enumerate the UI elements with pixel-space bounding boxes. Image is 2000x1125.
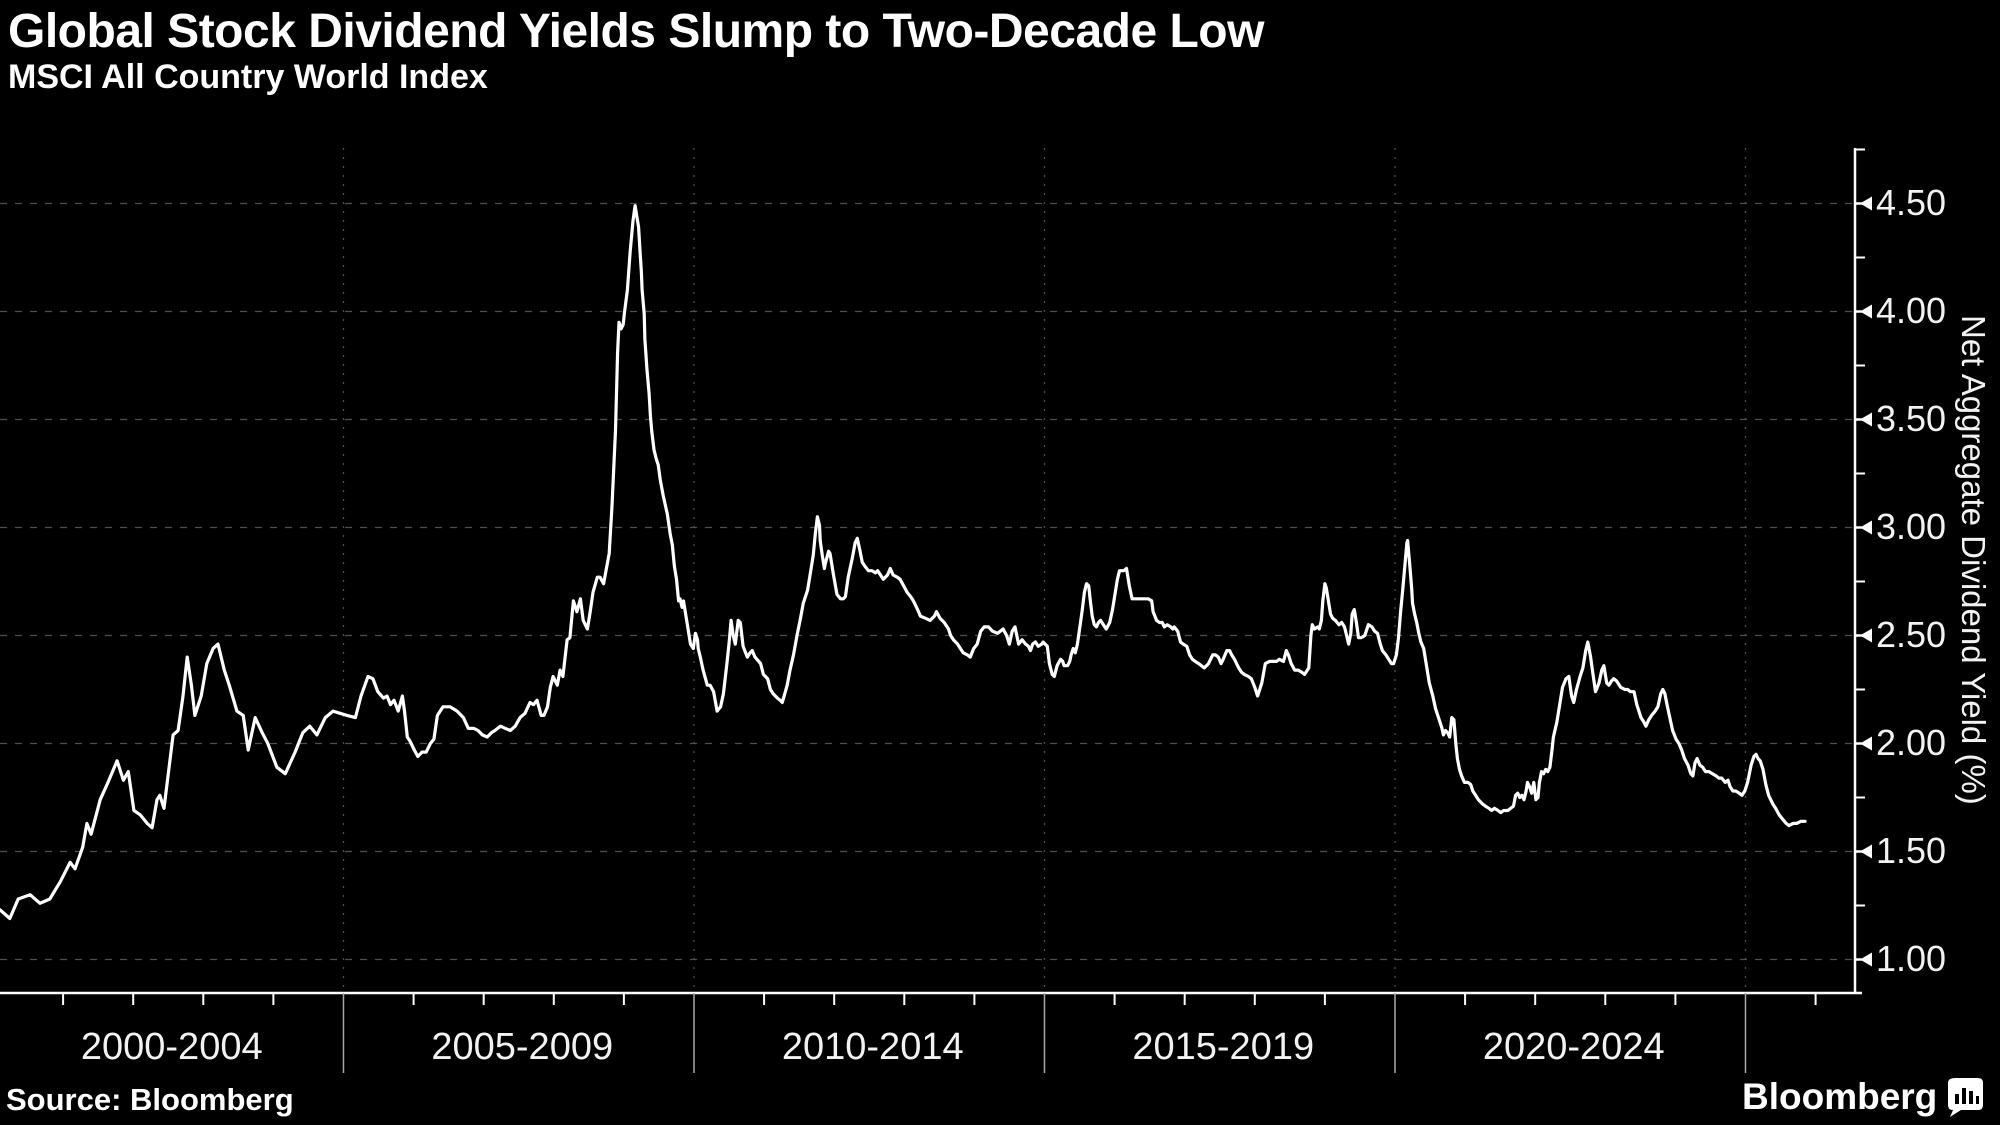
source-note: Source: Bloomberg: [6, 1082, 294, 1117]
y-tick-label: 2.50: [1876, 613, 1947, 655]
y-tick-label: 2.00: [1876, 721, 1947, 763]
x-period-label: 2020-2024: [1482, 1026, 1665, 1068]
yield-line-series: [0, 204, 1807, 921]
bloomberg-chart-bubble-icon: [1948, 1078, 1984, 1117]
y-tick-label: 4.00: [1876, 289, 1947, 331]
vertical-gridlines: [342, 148, 1747, 993]
x-period-label: 2015-2019: [1132, 1026, 1315, 1068]
y-tick-label: 1.00: [1876, 937, 1947, 979]
y-tick-label: 3.50: [1876, 397, 1947, 439]
y-tick-label: 1.50: [1876, 829, 1947, 871]
chart-subtitle: MSCI All Country World Index: [8, 58, 488, 96]
y-tick-label: 3.00: [1876, 505, 1947, 547]
axes: [0, 148, 1862, 995]
horizontal-gridlines: [0, 202, 1855, 961]
chart-title: Global Stock Dividend Yields Slump to Tw…: [8, 5, 1264, 58]
y-tick-label: 4.50: [1876, 181, 1947, 223]
bloomberg-logo: Bloomberg: [1742, 1076, 1985, 1118]
bloomberg-logo-text: Bloomberg: [1742, 1076, 1938, 1117]
y-axis-title: Net Aggregate Dividend Yield (%): [1955, 315, 1992, 805]
x-period-label: 2010-2014: [781, 1026, 964, 1068]
x-period-label: 2000-2004: [80, 1026, 263, 1068]
tick-marks: [62, 148, 1872, 1073]
x-period-label: 2005-2009: [431, 1026, 614, 1068]
